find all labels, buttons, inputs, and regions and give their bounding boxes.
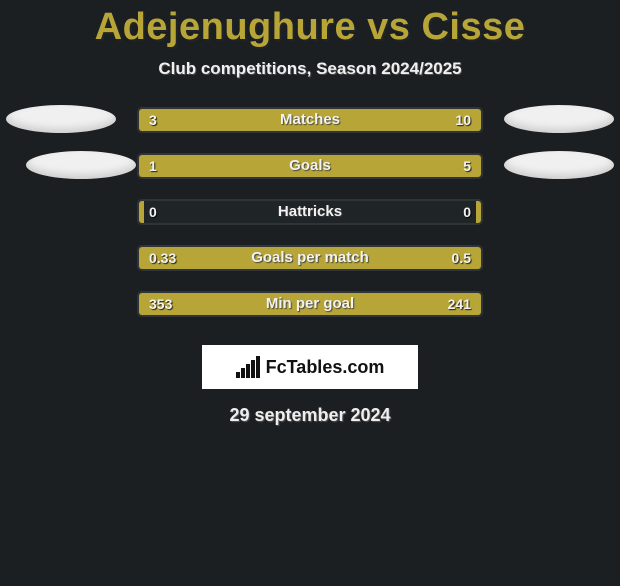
date-text: 29 september 2024 bbox=[0, 405, 620, 426]
bar-right bbox=[193, 155, 481, 177]
club-badge-left bbox=[6, 105, 116, 133]
stat-row: 00Hattricks bbox=[0, 199, 620, 245]
value-left: 1 bbox=[149, 155, 157, 177]
bar-right bbox=[215, 109, 481, 131]
bar-bg bbox=[137, 199, 483, 225]
value-left: 0.33 bbox=[149, 247, 176, 269]
bar-left bbox=[139, 155, 197, 177]
stat-row: 15Goals bbox=[0, 153, 620, 199]
value-right: 10 bbox=[455, 109, 471, 131]
bar-wrap: 15Goals bbox=[137, 153, 483, 179]
bars-icon bbox=[236, 356, 262, 378]
stat-row: 353241Min per goal bbox=[0, 291, 620, 337]
brand-text: FcTables.com bbox=[266, 357, 385, 378]
page-title: Adejenughure vs Cisse bbox=[0, 6, 620, 49]
bar-wrap: 310Matches bbox=[137, 107, 483, 133]
page-subtitle: Club competitions, Season 2024/2025 bbox=[0, 59, 620, 79]
value-right: 5 bbox=[463, 155, 471, 177]
value-left: 3 bbox=[149, 109, 157, 131]
bar-right bbox=[476, 201, 481, 223]
brand-box: FcTables.com bbox=[202, 345, 418, 389]
stat-row: 0.330.5Goals per match bbox=[0, 245, 620, 291]
bar-wrap: 353241Min per goal bbox=[137, 291, 483, 317]
value-left: 353 bbox=[149, 293, 172, 315]
bar-left bbox=[139, 201, 144, 223]
club-badge-left bbox=[26, 151, 136, 179]
value-right: 241 bbox=[448, 293, 471, 315]
stats-container: 310Matches15Goals00Hattricks0.330.5Goals… bbox=[0, 107, 620, 337]
value-right: 0.5 bbox=[452, 247, 471, 269]
bar-wrap: 00Hattricks bbox=[137, 199, 483, 225]
bar-right bbox=[273, 247, 481, 269]
club-badge-right bbox=[504, 105, 614, 133]
value-left: 0 bbox=[149, 201, 157, 223]
bar-wrap: 0.330.5Goals per match bbox=[137, 245, 483, 271]
stat-row: 310Matches bbox=[0, 107, 620, 153]
value-right: 0 bbox=[463, 201, 471, 223]
club-badge-right bbox=[504, 151, 614, 179]
